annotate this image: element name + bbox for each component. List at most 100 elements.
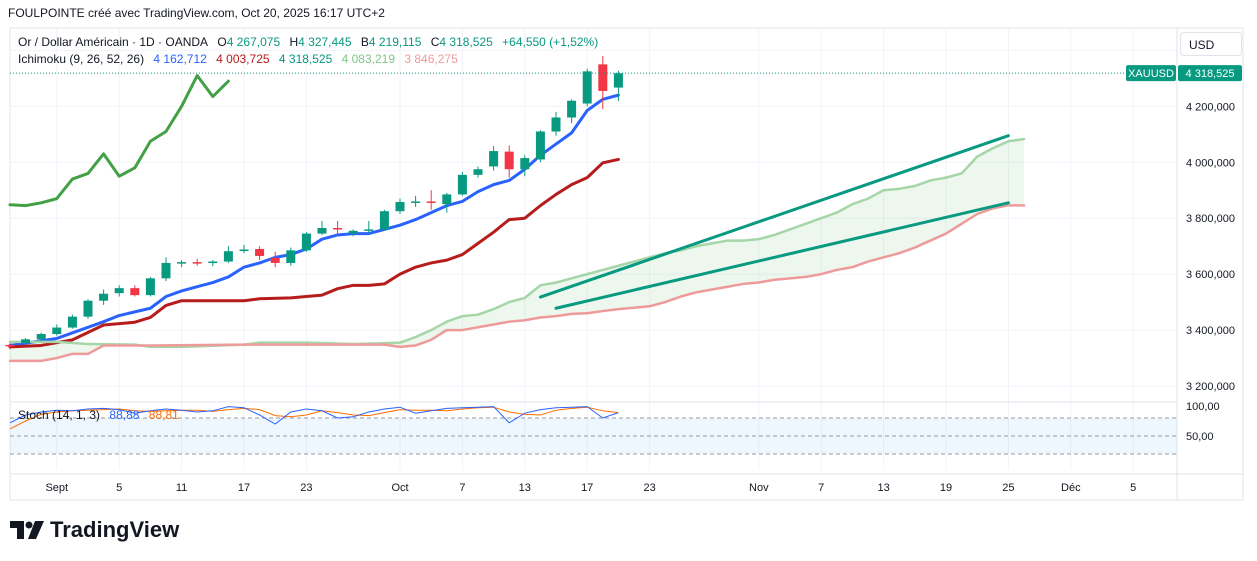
- stoch-k-line: [9, 406, 619, 425]
- candle-body: [348, 230, 358, 234]
- candle-body: [520, 158, 530, 170]
- stoch-label[interactable]: Stoch (14, 1, 3): [18, 408, 101, 422]
- time-tick-label: 13: [519, 482, 531, 494]
- cloud-fill: [10, 139, 1024, 361]
- stoch-legend: Stoch (14, 1, 3) 88,88 88,81: [18, 408, 179, 422]
- time-tick-label: 23: [643, 482, 655, 494]
- last-price-box: [1178, 65, 1242, 82]
- currency-button[interactable]: USD: [1180, 32, 1242, 56]
- trendline-lower[interactable]: [554, 201, 1010, 310]
- high-value: 4 327,445: [298, 35, 352, 49]
- candle-body: [270, 257, 280, 263]
- price-tick-label: 3 800,000: [1186, 213, 1235, 225]
- candle: [379, 209, 389, 231]
- candle-body: [255, 248, 265, 256]
- chart-frame: [9, 27, 1244, 501]
- candle-body: [223, 251, 233, 262]
- candle: [520, 155, 530, 177]
- tradingview-logo-icon: [10, 521, 44, 539]
- candle: [551, 111, 561, 136]
- candle: [598, 55, 608, 110]
- time-axis: Sept 5 11 17 23 Oct 7 13 17 23 Nov 7 13 19 25 Déc 5: [45, 482, 1136, 494]
- candle: [192, 258, 202, 266]
- candle-body: [52, 327, 62, 334]
- last-price-marker: XAUUSD 4 318,525: [10, 65, 1242, 82]
- span-b-value: 3 846,275: [404, 52, 458, 66]
- candle-body: [301, 233, 311, 251]
- candle: [83, 299, 93, 319]
- candles: [5, 55, 623, 350]
- time-tick-label: 7: [818, 482, 824, 494]
- senkou-span-a-line: [8, 137, 1026, 349]
- candle: [411, 195, 421, 208]
- candle: [348, 229, 358, 237]
- span-a-value: 4 083,219: [341, 52, 396, 66]
- candle: [223, 246, 233, 263]
- senkou-span-b-line: [8, 204, 1026, 363]
- tenkan-value: 4 162,712: [153, 52, 207, 66]
- candle: [333, 220, 343, 237]
- time-tick-label: 5: [1130, 482, 1136, 494]
- change-value: +64,550 (+1,52%): [502, 35, 599, 49]
- stoch-tick-label: 100,00: [1186, 401, 1220, 413]
- close-label: C: [430, 35, 440, 49]
- candle-body: [5, 344, 15, 347]
- candle-body: [535, 131, 545, 160]
- close-value: 4 318,525: [439, 35, 493, 49]
- candle: [457, 172, 467, 196]
- price-tick-label: 3 400,000: [1186, 325, 1235, 337]
- price-tick-label: 4 200,000: [1186, 101, 1235, 113]
- time-tick-label: 5: [116, 482, 122, 494]
- symbol-title[interactable]: Or / Dollar Américain · 1D · OANDA: [18, 35, 209, 49]
- candle: [582, 68, 592, 107]
- candle-body: [379, 211, 389, 230]
- candle-body: [239, 249, 249, 252]
- symbol-tag-text: XAUUSD: [1128, 68, 1174, 80]
- kijun-sen-line: [8, 157, 620, 349]
- candle: [52, 324, 62, 336]
- open-value: 4 267,075: [226, 35, 281, 49]
- candle: [317, 220, 327, 235]
- candle-body: [613, 73, 623, 88]
- candle: [21, 338, 31, 346]
- time-tick-label: 23: [300, 482, 312, 494]
- candle-body: [177, 262, 187, 264]
- candle-body: [21, 339, 31, 344]
- candle: [286, 247, 296, 266]
- ichimoku-legend: Ichimoku (9, 26, 52, 26) 4 162,712 4 003…: [18, 52, 458, 66]
- candle: [504, 145, 514, 178]
- candle-body: [192, 262, 202, 264]
- price-tick-label: 3 200,000: [1186, 381, 1235, 393]
- candle: [5, 342, 15, 350]
- trend-lines[interactable]: [538, 134, 1010, 310]
- low-label: B: [360, 35, 369, 49]
- ichimoku-cloud: [10, 139, 1024, 361]
- time-tick-label: 19: [940, 482, 952, 494]
- time-tick-label: 17: [238, 482, 250, 494]
- time-tick-label: 25: [1002, 482, 1014, 494]
- candle: [426, 190, 436, 210]
- price-axis: 3 200,000 3 400,000 3 600,000 3 800,000 4 00…: [1186, 45, 1235, 393]
- candle: [473, 166, 483, 178]
- candle: [145, 276, 155, 297]
- candle-body: [551, 117, 561, 132]
- chikou-span-line: [8, 74, 230, 208]
- candle-body: [504, 151, 514, 170]
- candle: [67, 314, 77, 329]
- candle: [489, 146, 499, 171]
- candle-body: [426, 201, 436, 203]
- candle: [613, 70, 623, 102]
- ichimoku-label[interactable]: Ichimoku (9, 26, 52, 26): [18, 52, 145, 66]
- candle: [114, 285, 124, 297]
- symbol-legend: Or / Dollar Américain · 1D · OANDA O4 26…: [18, 35, 598, 49]
- stoch-k-value: 88,88: [109, 408, 140, 422]
- candle-body: [208, 261, 218, 264]
- low-value: 4 219,115: [368, 35, 422, 49]
- time-tick-label: 11: [176, 482, 187, 494]
- candle: [99, 289, 109, 305]
- time-tick-label: Sept: [45, 482, 68, 494]
- trendline-upper[interactable]: [538, 134, 1010, 299]
- candle-body: [130, 288, 140, 296]
- stochastic-pane: 100,00 50,00: [9, 401, 1220, 455]
